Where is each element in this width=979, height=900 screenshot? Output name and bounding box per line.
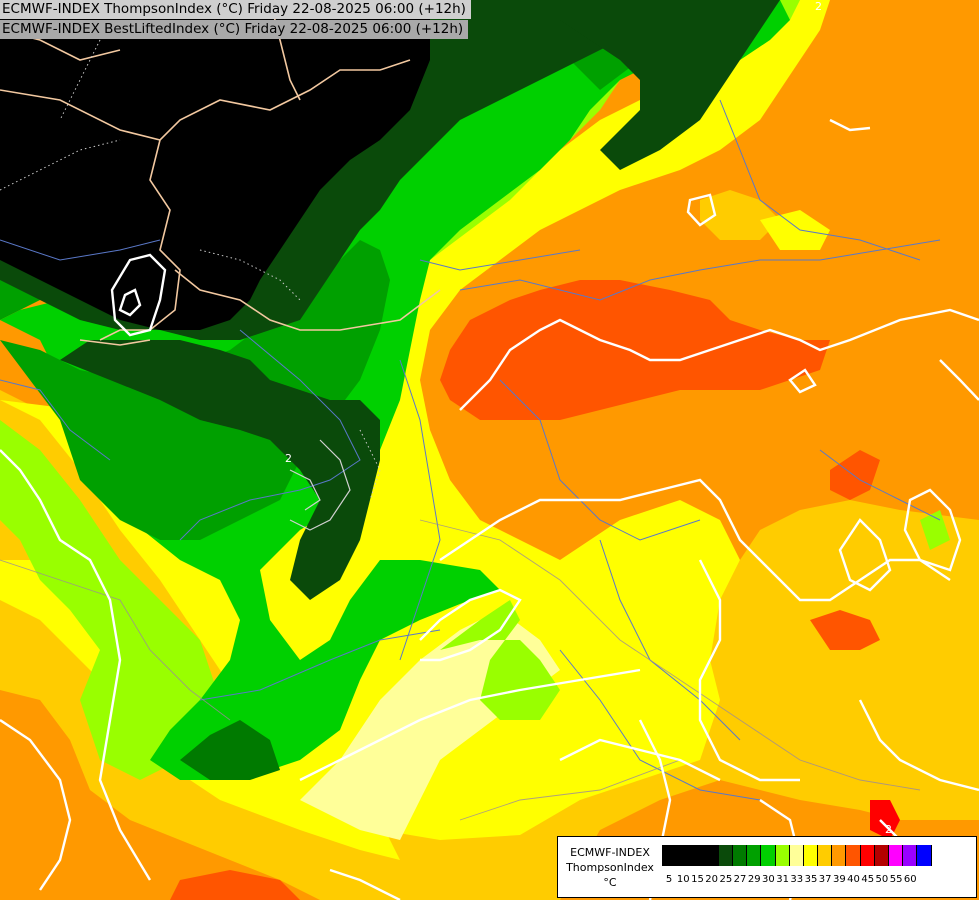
map-title-thompson-index: ECMWF-INDEX ThompsonIndex (°C) Friday 22…	[0, 0, 471, 19]
field-yellow	[0, 0, 830, 840]
legend-swatch	[846, 845, 861, 866]
contour-label: 2	[815, 0, 822, 13]
legend-swatch	[803, 845, 819, 866]
legend-swatch	[747, 845, 762, 866]
legend-swatch	[761, 845, 776, 866]
legend-swatch	[889, 845, 904, 866]
river-lines	[0, 99, 941, 801]
color-legend: ECMWF-INDEX ThompsonIndex °C 5 10 15 20 25 27…	[557, 836, 977, 898]
legend-model-label: ECMWF-INDEX	[570, 846, 650, 859]
legend-swatch	[917, 845, 932, 866]
legend-unit-label: °C	[603, 876, 617, 889]
field-red-south	[870, 800, 900, 840]
legend-tick-label: 55	[889, 874, 903, 885]
legend-title: ECMWF-INDEX ThompsonIndex °C	[560, 845, 660, 890]
field-dark-green-north	[560, 0, 780, 170]
legend-tick-label: 37	[818, 874, 832, 885]
legend-swatch	[832, 845, 847, 866]
legend-tick-label: 35	[804, 874, 818, 885]
legend-swatch	[718, 845, 733, 866]
legend-swatch	[789, 845, 804, 866]
field-green-south	[180, 720, 280, 780]
legend-swatch	[732, 845, 748, 866]
map-title-best-lifted-index: ECMWF-INDEX BestLiftedIndex (°C) Friday …	[0, 20, 469, 39]
field-yellow-east	[760, 210, 830, 250]
legend-swatch	[860, 845, 875, 866]
field-bright-green	[0, 0, 790, 780]
country-borders	[0, 0, 441, 346]
legend-color-bar	[662, 845, 932, 866]
legend-tick-label: 30	[762, 874, 775, 885]
legend-tick-label: 45	[861, 874, 875, 885]
contour-labels: 2 2 2	[285, 0, 892, 836]
legend-tick-label: 15	[691, 874, 704, 885]
legend-swatch	[676, 845, 691, 866]
legend-parameter-label: ThompsonIndex	[566, 861, 654, 874]
field-gold-east	[700, 190, 780, 240]
dotted-boundaries	[0, 39, 381, 501]
legend-tick-label: 60	[903, 874, 917, 885]
field-dark-green-center	[60, 340, 380, 600]
contour-label: 2	[285, 452, 292, 465]
field-lime-central	[440, 600, 560, 720]
admin-boundaries	[0, 519, 921, 821]
legend-tick-label: 31	[776, 874, 789, 885]
contour-label: 2	[885, 823, 892, 836]
legend-tick-label: 27	[733, 874, 747, 885]
legend-swatch	[874, 845, 889, 866]
legend-tick-label: 5	[665, 874, 673, 885]
legend-swatch	[690, 845, 705, 866]
field-red-orange-east	[830, 450, 880, 500]
legend-tick-label: 25	[719, 874, 733, 885]
field-red-orange-southeast	[810, 610, 880, 650]
field-lime-east	[920, 510, 950, 550]
legend-swatch	[775, 845, 790, 866]
legend-swatch	[704, 845, 719, 866]
legend-swatch	[662, 845, 677, 866]
legend-tick-label: 39	[832, 874, 846, 885]
legend-tick-label: 40	[847, 874, 860, 885]
legend-tick-label: 29	[747, 874, 761, 885]
legend-swatch	[903, 845, 918, 866]
legend-tick-labels: 5 10 15 20 25 27 29 30 31 33 35 37 39 40 45 50 55 60	[662, 874, 917, 885]
legend-tick-label: 33	[790, 874, 804, 885]
legend-swatch	[818, 845, 833, 866]
best-lifted-index-contours	[0, 118, 979, 900]
field-orange-southwest	[0, 690, 320, 900]
legend-tick-label: 50	[875, 874, 889, 885]
legend-tick-label: 10	[676, 874, 690, 885]
secondary-contours	[289, 439, 351, 531]
field-red-orange	[440, 280, 830, 420]
field-red-orange-sw	[170, 870, 300, 900]
legend-tick-label: 20	[705, 874, 719, 885]
